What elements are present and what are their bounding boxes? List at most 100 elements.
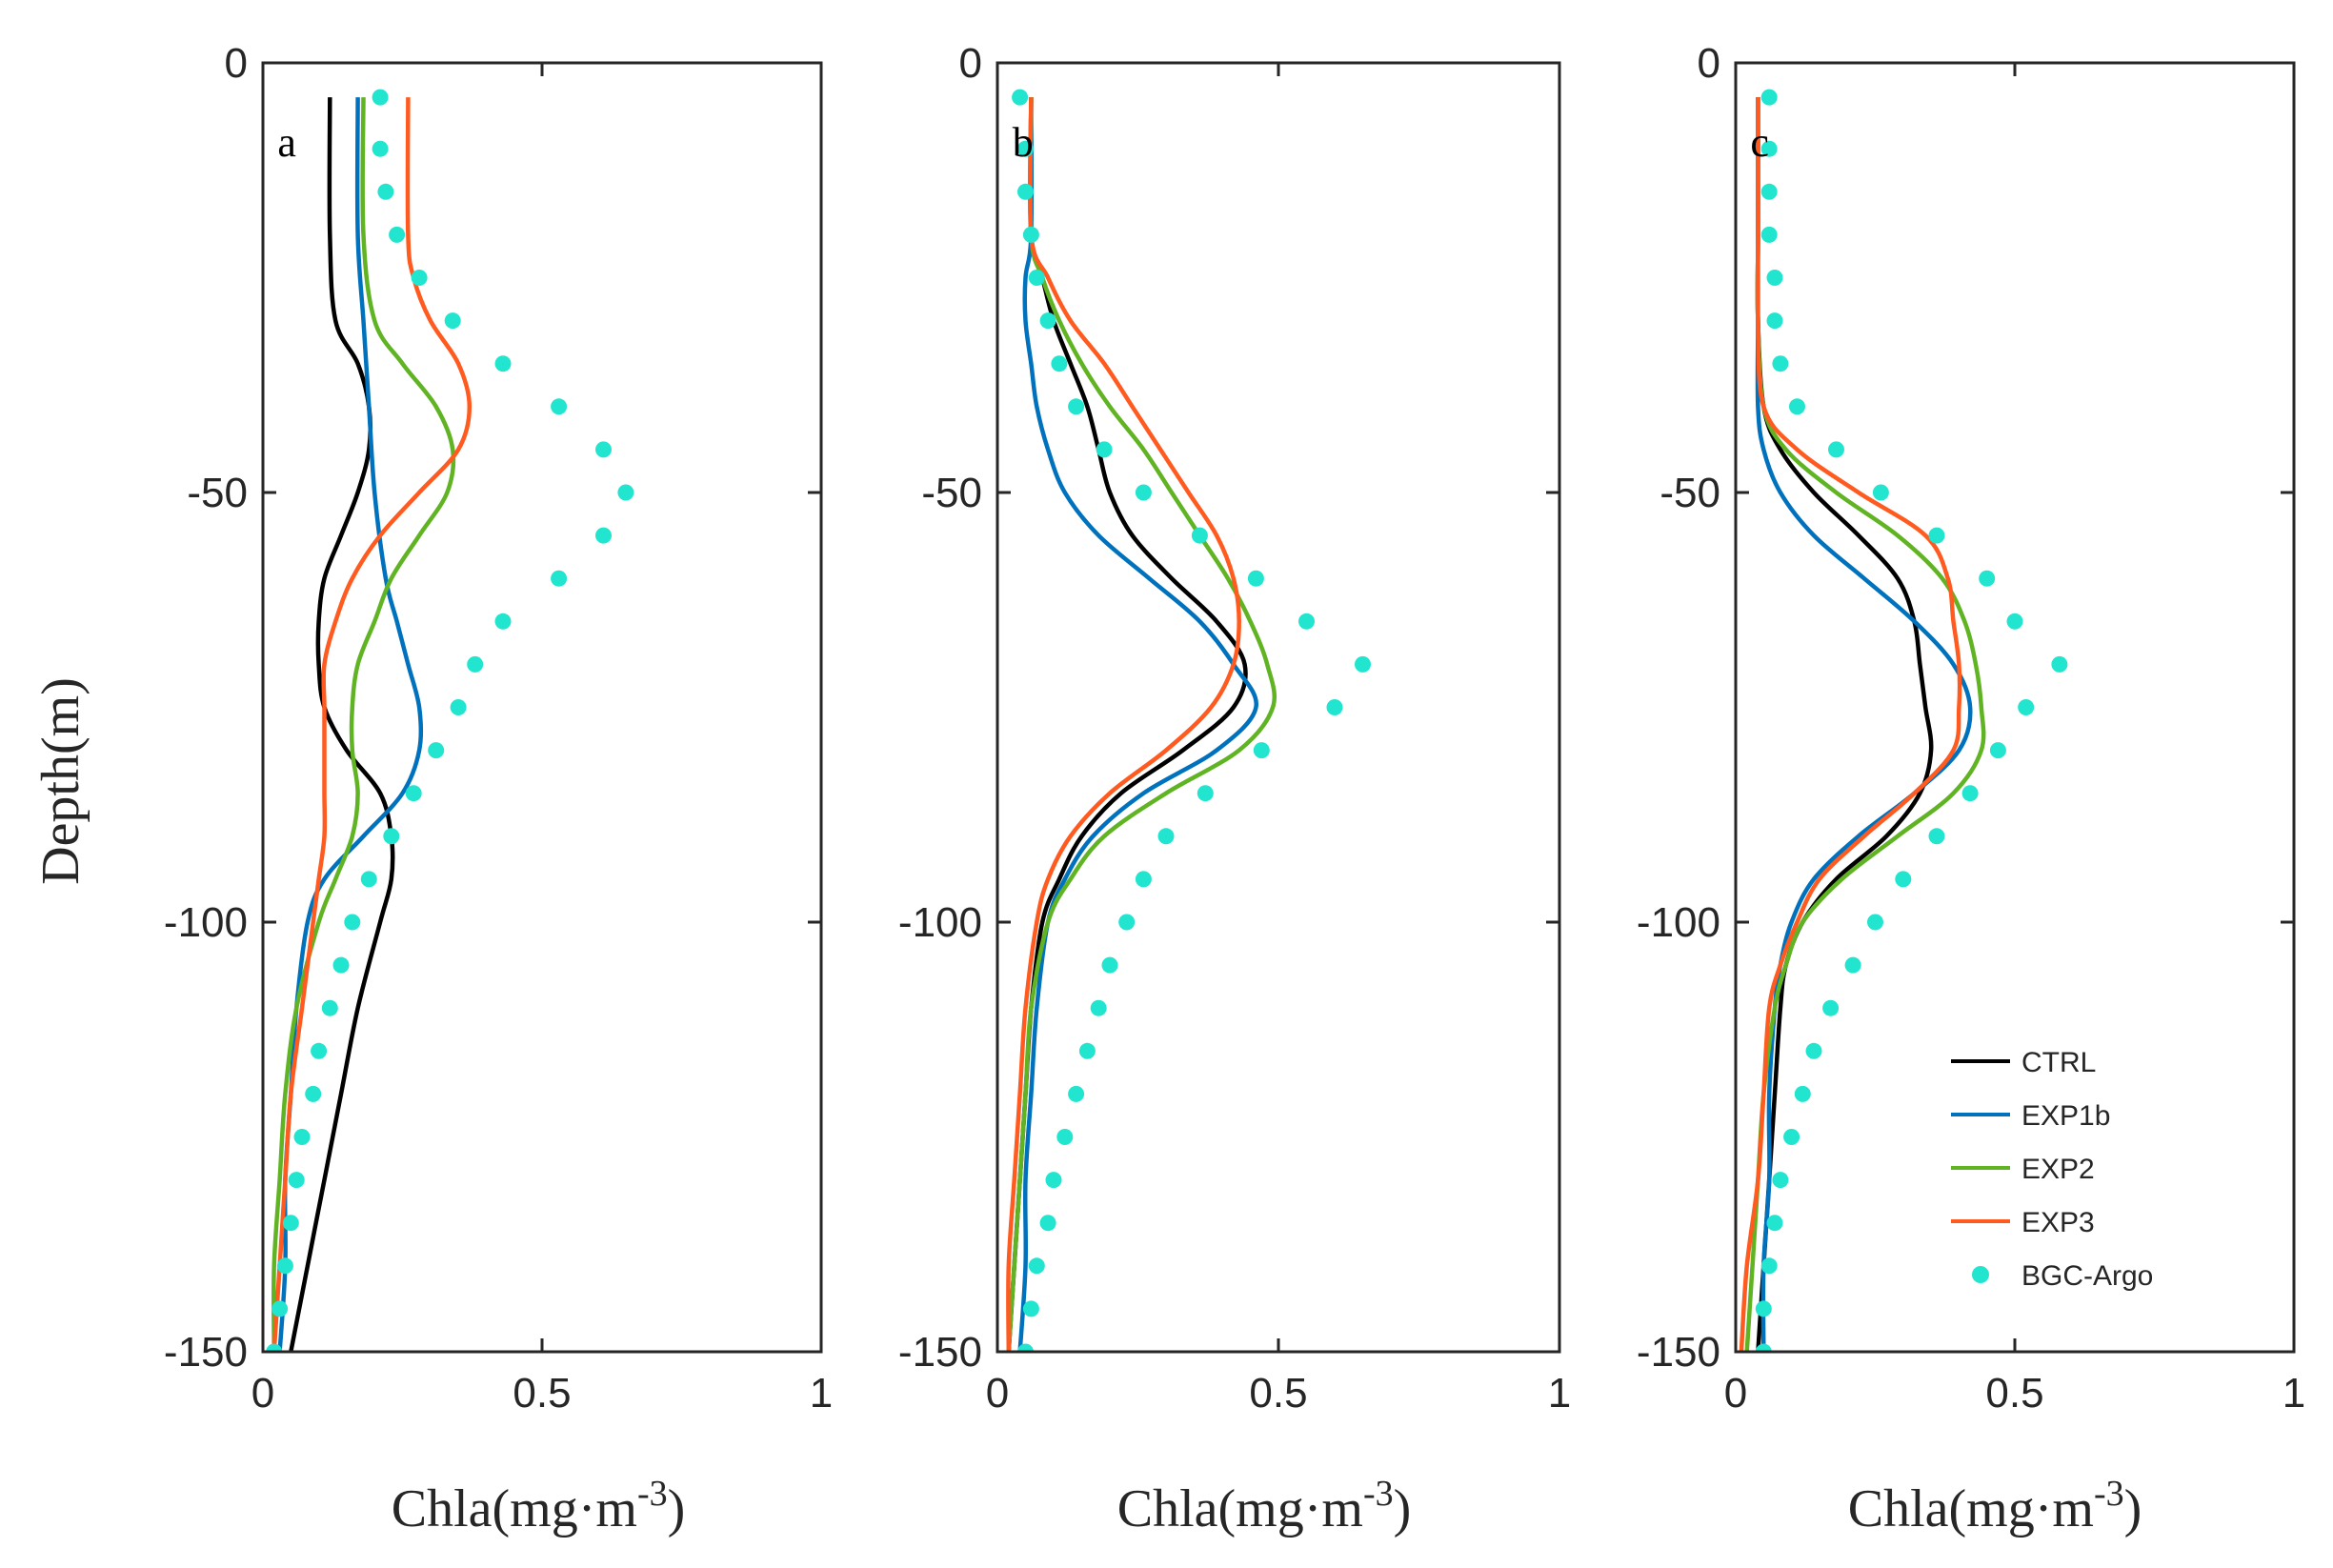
data-point-bgc-argo: [1794, 1085, 1811, 1102]
data-point-bgc-argo: [272, 1300, 289, 1317]
data-point-bgc-argo: [1135, 484, 1152, 501]
data-point-bgc-argo: [1101, 956, 1118, 974]
data-point-bgc-argo: [1760, 89, 1778, 106]
data-point-bgc-argo: [332, 956, 350, 974]
x-tick-label: 0.5: [513, 1370, 571, 1417]
data-point-bgc-argo: [1755, 1300, 1772, 1317]
data-point-bgc-argo: [1017, 140, 1034, 157]
series-line-exp1b: [1017, 97, 1258, 1352]
data-point-bgc-argo: [293, 1129, 311, 1145]
data-point-bgc-argo: [1760, 226, 1778, 243]
data-point-bgc-argo: [311, 1042, 328, 1059]
data-point-bgc-argo: [1844, 956, 1861, 974]
data-point-bgc-argo: [372, 89, 389, 106]
data-point-bgc-argo: [1755, 1343, 1772, 1352]
data-point-bgc-argo: [595, 527, 612, 544]
data-point-bgc-argo: [360, 871, 377, 888]
data-point-bgc-argo: [1766, 1215, 1783, 1232]
data-point-bgc-argo: [2006, 613, 2023, 630]
series-line-exp1b: [1755, 97, 1973, 1352]
data-point-bgc-argo: [1157, 828, 1175, 845]
y-tick-label: 0: [1698, 40, 1720, 87]
data-point-bgc-argo: [405, 785, 422, 802]
x-tick-label: 0.5: [1249, 1370, 1307, 1417]
data-point-bgc-argo: [1045, 1172, 1062, 1189]
data-point-bgc-argo: [1772, 1172, 1789, 1189]
panel-letter: a: [277, 119, 296, 166]
data-point-bgc-argo: [1197, 785, 1214, 802]
data-point-bgc-argo: [1872, 484, 1889, 501]
panel-letter: b: [1013, 119, 1034, 166]
legend-label-bgc-argo: BGC-Argo: [2021, 1260, 2153, 1292]
series-line-exp2: [1006, 97, 1277, 1352]
data-point-bgc-argo: [1760, 140, 1778, 157]
y-tick-label: -50: [187, 470, 248, 516]
data-point-bgc-argo: [1022, 1300, 1039, 1317]
plot-area: [266, 89, 634, 1352]
x-axis-label-c: Chla(mg·m-3): [1848, 1474, 2142, 1538]
data-point-bgc-argo: [2018, 699, 2035, 715]
y-tick-label: -50: [921, 470, 982, 516]
data-point-bgc-argo: [1760, 183, 1778, 200]
legend-swatch-bgc-argo: [1972, 1266, 1989, 1283]
panel-letter: c: [1750, 119, 1769, 166]
data-point-bgc-argo: [1772, 355, 1789, 372]
data-point-bgc-argo: [1961, 785, 1979, 802]
y-tick-label: -150: [898, 1329, 982, 1376]
x-tick-label: 0.5: [1985, 1370, 2043, 1417]
panel-a: 0 0.5 1 0 -50 -100 -150 a: [164, 40, 833, 1417]
data-point-bgc-argo: [595, 441, 612, 458]
axes-frame: [996, 61, 1561, 1354]
data-point-bgc-argo: [1298, 613, 1315, 630]
y-tick-label: -100: [1637, 899, 1720, 946]
data-point-bgc-argo: [1247, 570, 1264, 587]
legend-label-exp1b: EXP1b: [2021, 1100, 2110, 1132]
y-tick-label: -150: [1637, 1329, 1720, 1376]
data-point-bgc-argo: [1068, 398, 1085, 415]
series-line-ctrl: [289, 97, 395, 1352]
data-point-bgc-argo: [305, 1085, 322, 1102]
data-point-bgc-argo: [1979, 570, 1996, 587]
data-point-bgc-argo: [1078, 1042, 1096, 1059]
legend-label-exp2: EXP2: [2021, 1154, 2095, 1185]
data-point-bgc-argo: [1822, 999, 1840, 1016]
data-point-bgc-argo: [389, 226, 406, 243]
data-point-bgc-argo: [1766, 312, 1783, 330]
y-tick-label: -100: [898, 899, 982, 946]
data-point-bgc-argo: [2051, 655, 2068, 673]
data-point-bgc-argo: [1783, 1129, 1800, 1145]
x-axis-label-b: Chla(mg·m-3): [1117, 1474, 1412, 1538]
series-line-exp2: [272, 97, 456, 1352]
data-point-bgc-argo: [1022, 226, 1039, 243]
data-point-bgc-argo: [1253, 742, 1270, 759]
legend-label-exp3: EXP3: [2021, 1207, 2095, 1238]
legend-label-ctrl: CTRL: [2021, 1047, 2096, 1078]
y-tick-label: 0: [959, 40, 982, 87]
data-point-bgc-argo: [1789, 398, 1805, 415]
series-line-ctrl: [1755, 97, 1934, 1352]
data-point-bgc-argo: [450, 699, 467, 715]
data-point-bgc-argo: [1118, 914, 1136, 931]
data-point-bgc-argo: [372, 140, 389, 157]
data-point-bgc-argo: [266, 1343, 283, 1352]
x-tick-label: 0: [1724, 1370, 1747, 1417]
series-bgc-argo: [266, 89, 634, 1352]
data-point-bgc-argo: [1017, 1343, 1034, 1352]
data-point-bgc-argo: [276, 1257, 293, 1275]
data-point-bgc-argo: [444, 312, 461, 330]
data-point-bgc-argo: [617, 484, 634, 501]
data-point-bgc-argo: [288, 1172, 305, 1189]
panel-c: 0 0.5 1 0 -50 -100 -150 c: [1637, 40, 2305, 1417]
data-point-bgc-argo: [1056, 1129, 1074, 1145]
data-point-bgc-argo: [428, 742, 445, 759]
data-point-bgc-argo: [1760, 1257, 1778, 1275]
data-point-bgc-argo: [1012, 89, 1029, 106]
data-point-bgc-argo: [1989, 742, 2006, 759]
data-point-bgc-argo: [551, 570, 568, 587]
data-point-bgc-argo: [1191, 527, 1208, 544]
data-point-bgc-argo: [1805, 1042, 1822, 1059]
series-line-exp3: [1739, 97, 1962, 1352]
y-tick-label: -50: [1659, 470, 1720, 516]
data-point-bgc-argo: [1867, 914, 1883, 931]
